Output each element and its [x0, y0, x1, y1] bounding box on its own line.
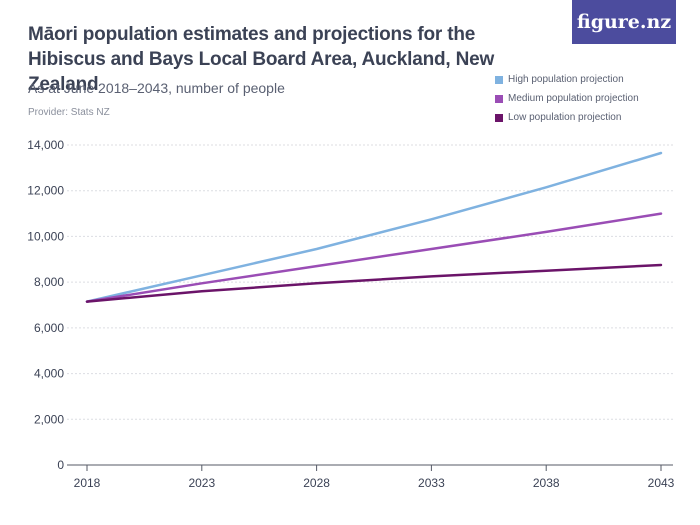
- x-tick-label: 2018: [74, 476, 101, 490]
- provider-label: Provider: Stats NZ: [28, 107, 110, 118]
- x-tick-label: 2023: [188, 476, 215, 490]
- legend-item-medium: Medium population projection: [495, 89, 639, 108]
- y-tick-label: 4,000: [34, 367, 64, 381]
- legend-label-high: High population projection: [508, 74, 624, 85]
- figure-nz-logo[interactable]: figure.nz: [572, 0, 676, 44]
- chart-subtitle: As at June 2018–2043, number of people: [28, 80, 285, 96]
- legend-item-low: Low population projection: [495, 108, 639, 127]
- legend-item-high: High population projection: [495, 70, 639, 89]
- series-line-low: [85, 263, 663, 303]
- x-tick-label: 2038: [533, 476, 560, 490]
- legend-swatch-medium: [495, 94, 503, 103]
- x-tick-label: 2033: [418, 476, 445, 490]
- legend-swatch-low: [495, 113, 503, 122]
- series-line-medium: [85, 212, 663, 303]
- y-tick-label: 12,000: [27, 184, 64, 198]
- series-line-high: [85, 151, 663, 303]
- x-tick-label: 2028: [303, 476, 330, 490]
- y-tick-label: 0: [57, 458, 64, 472]
- chart-legend: High population projection Medium popula…: [495, 70, 639, 127]
- y-tick-label: 6,000: [34, 321, 64, 335]
- x-tick-label: 2043: [648, 476, 675, 490]
- y-tick-label: 10,000: [27, 229, 64, 243]
- legend-label-medium: Medium population projection: [508, 93, 639, 104]
- y-tick-label: 2,000: [34, 412, 64, 426]
- legend-label-low: Low population projection: [508, 112, 622, 123]
- y-tick-label: 14,000: [27, 138, 64, 152]
- y-tick-label: 8,000: [34, 275, 64, 289]
- legend-swatch-high: [495, 75, 503, 84]
- chart-title: Māori population estimates and projectio…: [28, 24, 495, 95]
